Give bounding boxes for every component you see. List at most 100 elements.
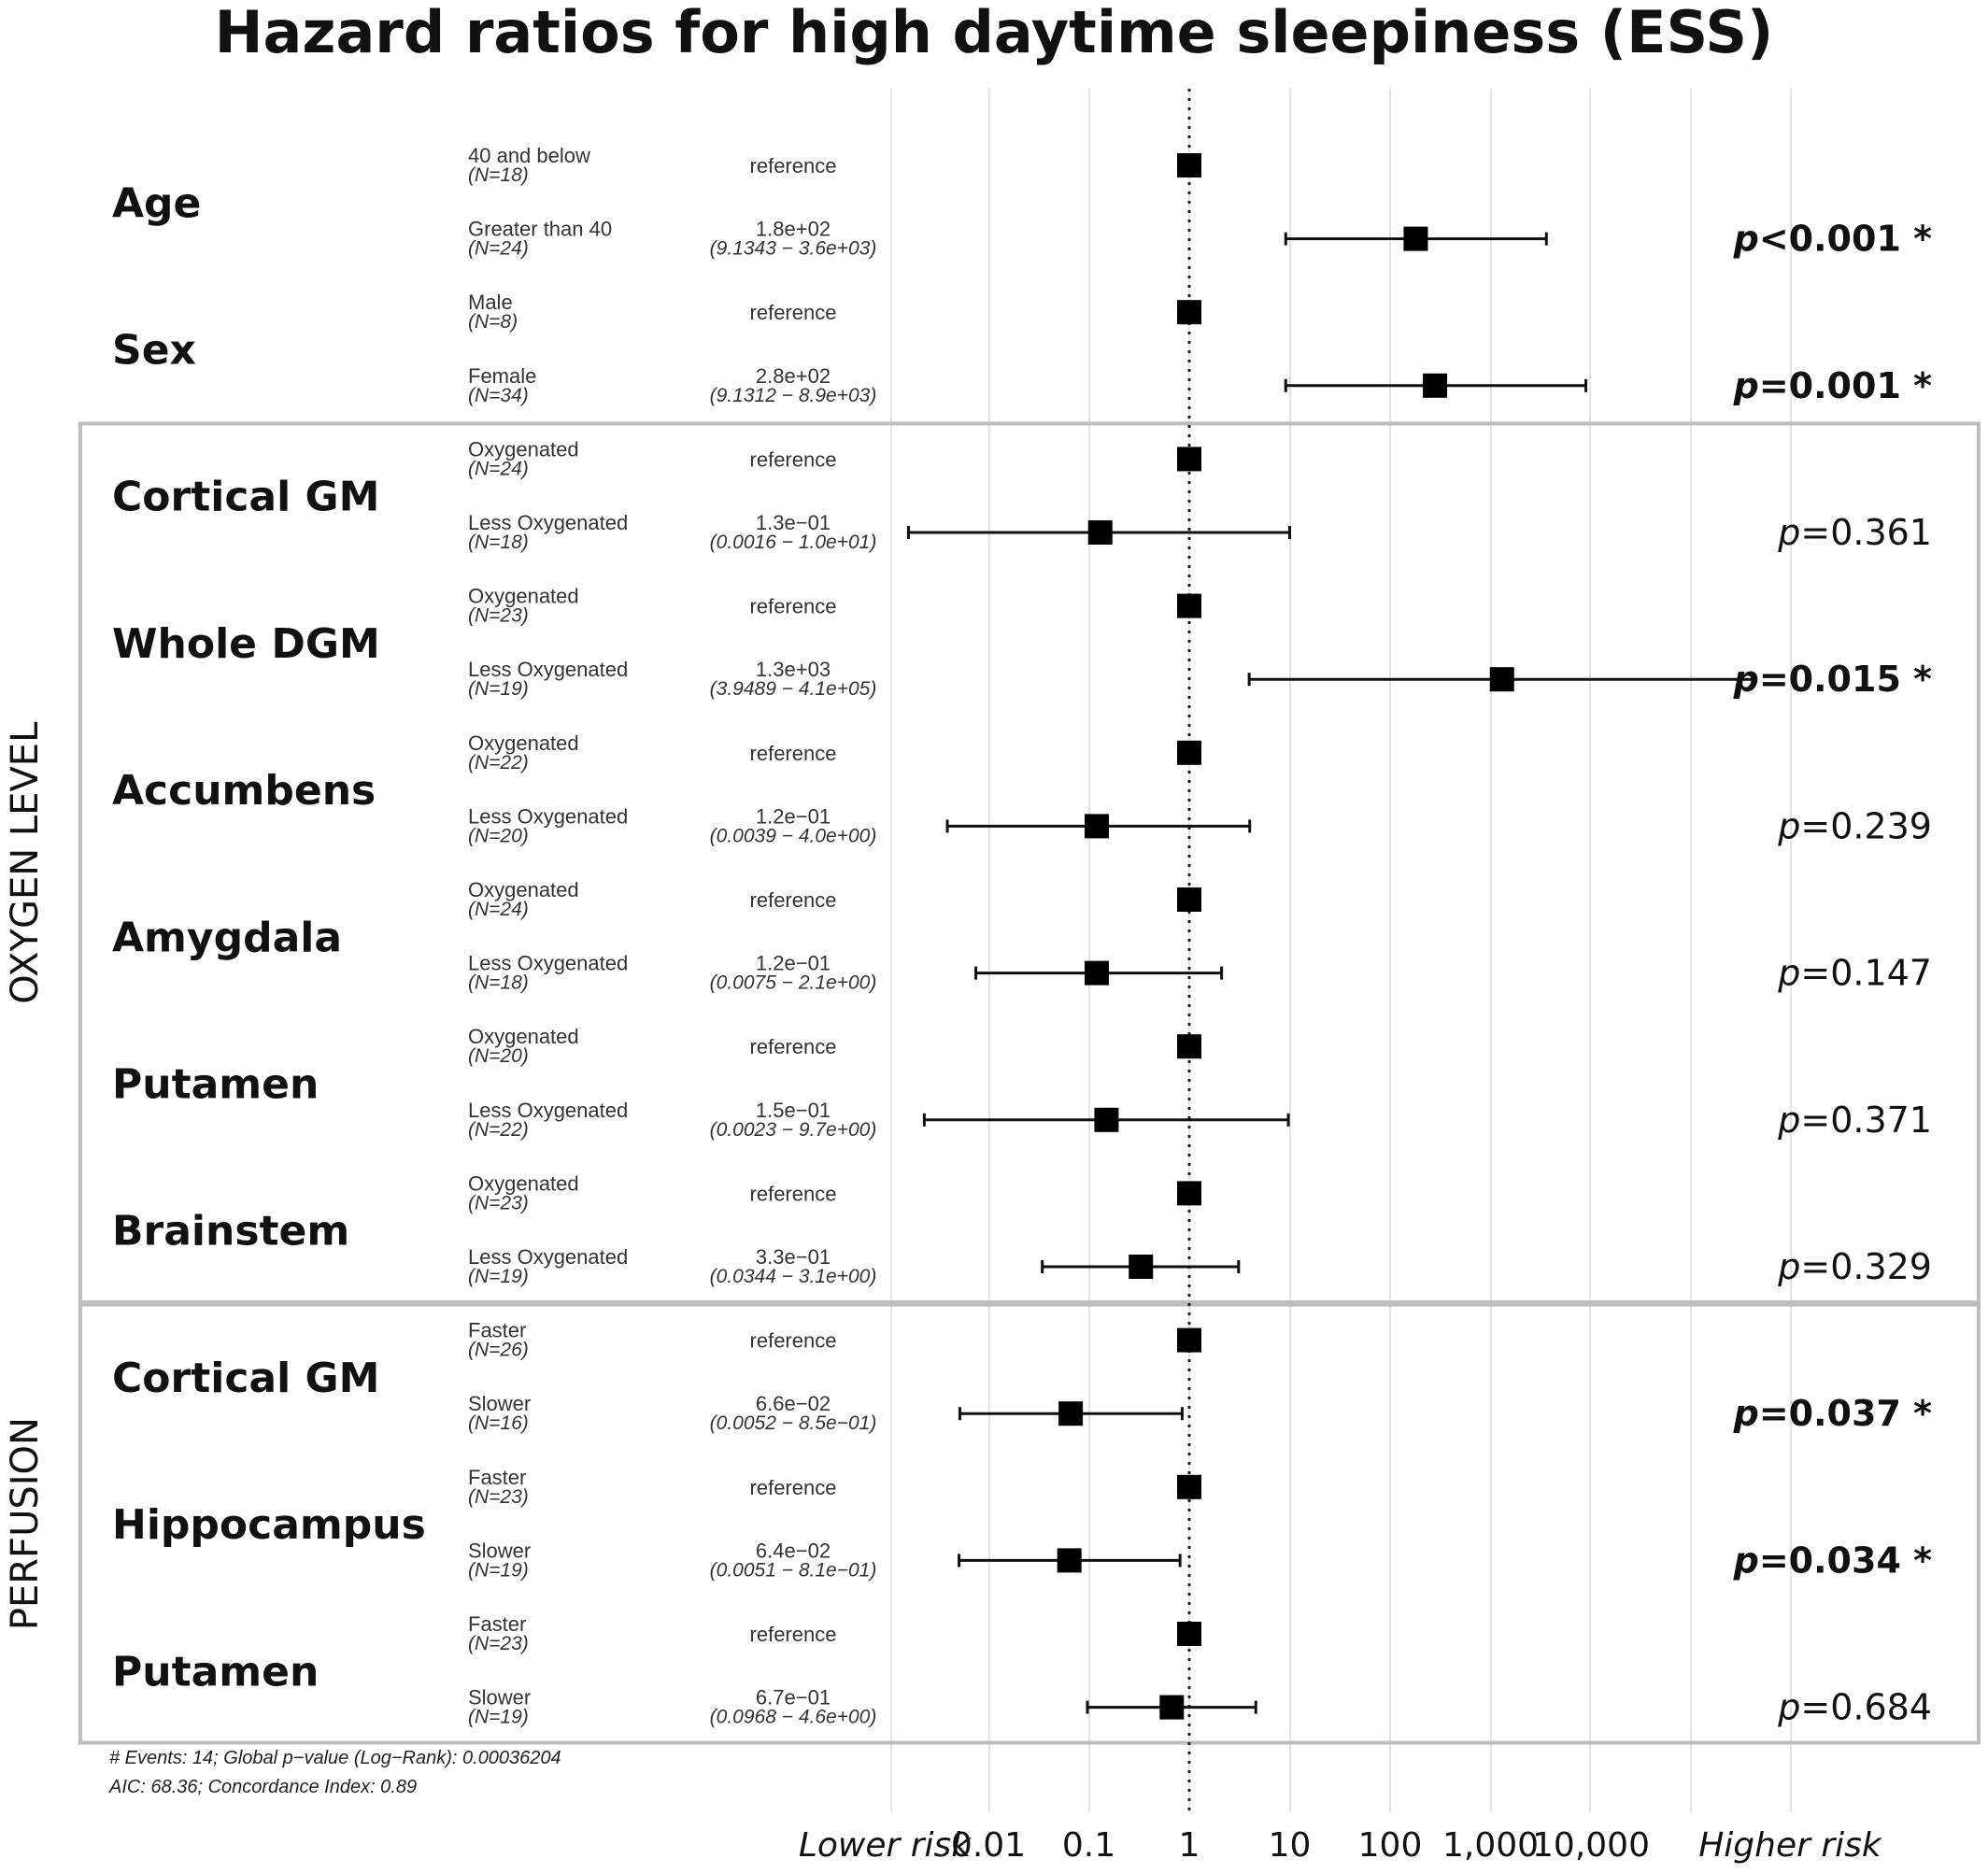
footnote-line-2: AIC: 68.36; Concordance Index: 0.89 [108,1777,417,1797]
forest-row: Less Oxygenated(N=20) 1.2e−01(0.0039 − 4.… [468,804,1932,846]
n-label: (N=20) [468,1045,529,1067]
x-tick-label: 100 [1358,1826,1423,1865]
n-label: (N=20) [468,825,529,846]
level-label: Faster [468,1319,526,1342]
variable-block: Hippocampus Faster(N=23) reference Slower(N… [112,1466,1932,1582]
p-value-label: p<0.001 * [1733,219,1932,260]
n-label: (N=19) [468,1707,529,1728]
variable-block: Cortical GM Faster(N=26) reference Slower(N… [112,1319,1932,1435]
ci-label: (0.0052 − 8.5e−01) [710,1412,877,1434]
p-value-label: p=0.684 [1777,1687,1932,1728]
reference-label: reference [750,888,837,912]
reference-label: reference [750,1329,837,1353]
forest-row: Oxygenated(N=24) reference [468,437,1201,479]
n-label: (N=22) [468,752,529,773]
p-value-label: p=0.037 * [1733,1393,1932,1434]
level-label: Slower [468,1392,531,1415]
p-value-label: p=0.239 [1777,805,1932,846]
level-label: Less Oxygenated [468,1245,628,1269]
estimate-label: 1.8e+02 [756,218,831,241]
forest-row: Oxygenated(N=23) reference [468,1171,1201,1213]
reference-label: reference [750,1476,837,1499]
estimate-label: 6.7e−01 [756,1686,831,1710]
level-label: Oxygenated [468,1025,579,1048]
hr-point [1094,1107,1119,1132]
variable-name: Putamen [112,1061,319,1109]
level-label: Less Oxygenated [468,804,628,828]
estimate-label: 1.2e−01 [756,804,831,828]
variable-name: Accumbens [112,767,376,815]
forest-row: Oxygenated(N=20) reference [468,1025,1201,1067]
x-tick-label: 1 [1179,1826,1200,1865]
forest-row: Faster(N=26) reference [468,1319,1201,1361]
variable-block: Accumbens Oxygenated(N=22) reference Less O… [112,731,1932,847]
x-tick-label: 0.01 [951,1826,1026,1865]
ci-label: (0.0344 − 3.1e+00) [710,1266,877,1287]
p-value-label: p=0.371 [1777,1100,1932,1141]
variable-name: Whole DGM [112,620,380,668]
hr-point [1159,1695,1185,1720]
p-value-label: p=0.329 [1777,1246,1932,1287]
reference-label: reference [750,1182,837,1205]
n-label: (N=24) [468,238,529,260]
forest-row: Less Oxygenated(N=19) 1.3e+03(3.9489 − 4.… [468,658,1932,700]
ci-label: (3.9489 − 4.1e+05) [710,678,877,700]
reference-label: reference [750,154,837,177]
reference-label: reference [750,742,837,765]
level-label: Slower [468,1539,531,1562]
group-label: PERFUSION [4,1417,47,1630]
n-label: (N=19) [468,1266,529,1287]
hr-point [1403,226,1428,251]
estimate-label: 6.6e−02 [756,1392,831,1415]
reference-label: reference [750,447,837,471]
n-label: (N=19) [468,678,529,700]
n-label: (N=23) [468,1486,529,1508]
x-axis: Lower risk Higher risk 0.01 0.1 1 10 100 1,00… [799,1826,1883,1865]
forest-row: Faster(N=23) reference [468,1612,1201,1654]
hr-point [1129,1255,1154,1279]
level-label: Oxygenated [468,731,579,755]
level-label: Greater than 40 [468,218,612,241]
n-label: (N=23) [468,1192,529,1213]
ci-label: (0.0075 − 2.1e+00) [710,972,877,994]
estimate-label: 1.3e−01 [756,511,831,534]
ci-label: (0.0968 − 4.6e+00) [710,1707,877,1728]
ci-label: (0.0023 − 9.7e+00) [710,1119,877,1141]
hr-point [1177,1474,1201,1499]
forest-row: Greater than 40(N=24) 1.8e+02(9.1343 − 3.… [468,218,1932,260]
n-label: (N=23) [468,1633,529,1654]
estimate-label: 3.3e−01 [756,1245,831,1269]
variable-block: Putamen Oxygenated(N=20) reference Less Oxy… [112,1025,1932,1141]
hr-point [1177,1034,1201,1059]
hr-point [1058,1401,1084,1426]
reference-label: reference [750,301,837,324]
forest-row: 40 and below(N=18) reference [468,144,1201,186]
level-label: Faster [468,1466,526,1489]
forest-row: Male(N=8) reference [468,291,1201,333]
hr-point [1489,667,1514,692]
forest-row: Oxygenated(N=23) reference [468,585,1201,627]
level-label: Less Oxygenated [468,952,628,975]
estimate-label: 6.4e−02 [756,1539,831,1562]
footnote-line-1: # Events: 14; Global p−value (Log−Rank):… [109,1748,561,1768]
group-boxes: OXYGEN LEVEL PERFUSION [4,421,1981,1745]
hr-point [1085,960,1110,986]
ci-label: (0.0051 − 8.1e−01) [710,1559,877,1581]
forest-row: Less Oxygenated(N=18) 1.3e−01(0.0016 − 1.… [468,511,1932,553]
forest-row: Less Oxygenated(N=18) 1.2e−01(0.0075 − 2.… [468,952,1932,994]
variable-block: Amygdala Oxygenated(N=24) reference Less Ox… [112,878,1932,994]
forest-row: Faster(N=23) reference [468,1466,1201,1508]
variable-name: Cortical GM [112,474,379,521]
forest-row: Slower(N=19) 6.7e−01(0.0968 − 4.6e+00) p=0… [468,1686,1932,1728]
level-label: Female [468,364,536,388]
hr-point [1177,1622,1201,1646]
n-label: (N=8) [468,311,518,333]
p-value-label: p=0.015 * [1733,659,1932,700]
gridlines [890,89,1792,1812]
n-label: (N=18) [468,532,529,553]
variable-name: Sex [112,327,196,375]
estimate-label: 1.3e+03 [756,658,831,681]
hr-point [1177,1181,1201,1206]
forest-row: Slower(N=16) 6.6e−02(0.0052 − 8.5e−01) p=0… [468,1392,1932,1434]
